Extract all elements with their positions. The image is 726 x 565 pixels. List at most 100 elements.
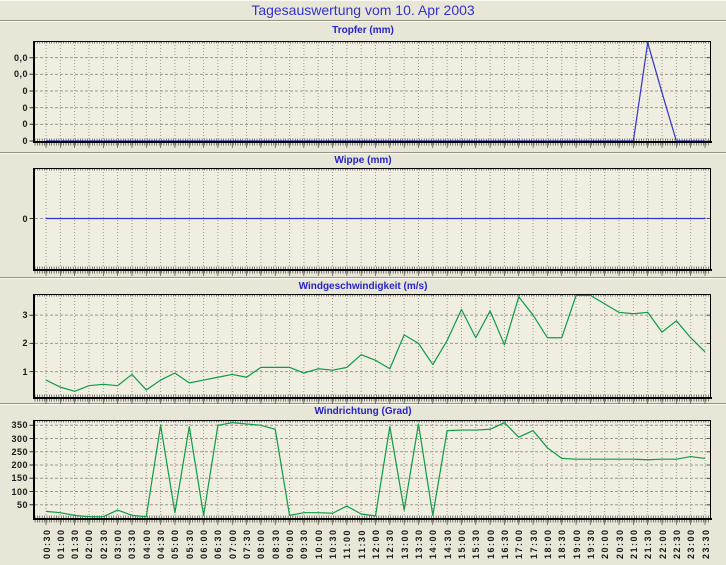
y-axis-ticks-right xyxy=(707,424,710,506)
minor-ticks-axis xyxy=(34,520,709,523)
x-axis-label: 04:30 xyxy=(156,528,167,559)
major-ticks-axis xyxy=(45,271,706,276)
windrichtung-y-axis-label: 350 xyxy=(11,420,28,431)
x-axis-label: 14:00 xyxy=(428,528,439,559)
x-axis-label: 17:00 xyxy=(514,528,525,559)
windrichtung-y-axis-label: 300 xyxy=(11,433,28,444)
x-axis-label: 13:30 xyxy=(413,528,424,559)
windgeschwindigkeit-plot-background xyxy=(35,294,710,397)
windrichtung-y-axis-label: 200 xyxy=(11,460,28,471)
x-axis-label: 14:30 xyxy=(442,528,453,559)
x-axis-label: 12:30 xyxy=(385,528,396,559)
axis-left xyxy=(33,420,35,520)
x-axis-label: 15:00 xyxy=(456,528,467,559)
x-axis-label: 20:30 xyxy=(614,528,625,559)
tropfer-y-axis-label: 0,0 xyxy=(13,52,28,63)
windrichtung-y-axis-label: 50 xyxy=(16,499,28,510)
axis-bottom xyxy=(33,141,712,143)
x-axis-label: 01:00 xyxy=(55,528,66,559)
windrichtung-series-line xyxy=(45,422,706,518)
divider xyxy=(0,152,726,154)
x-axis-label: 05:30 xyxy=(184,528,195,559)
windgeschwindigkeit-series-line xyxy=(45,294,706,392)
x-axis-label: 09:30 xyxy=(299,528,310,559)
x-axis-label: 01:30 xyxy=(70,528,81,559)
x-axis-label: 13:00 xyxy=(399,528,410,559)
x-axis-label: 22:30 xyxy=(671,528,682,559)
x-axis-label: 08:00 xyxy=(256,528,267,559)
chart-title-windgeschwindigkeit: Windgeschwindigkeit (m/s) xyxy=(298,281,428,292)
x-axis-label: 02:00 xyxy=(84,528,95,559)
divider xyxy=(0,403,726,405)
y-axis-ticks-right xyxy=(707,57,710,142)
windrichtung-y-axis-label: 150 xyxy=(11,473,28,484)
x-axis-label: 07:00 xyxy=(227,528,238,559)
minor-ticks-axis xyxy=(34,271,709,274)
y-axis-ticks xyxy=(29,424,33,506)
axis-left xyxy=(33,294,35,399)
minor-ticks-axis xyxy=(34,399,709,402)
x-axis-label: 21:30 xyxy=(643,528,654,559)
x-axis-label: 03:00 xyxy=(113,528,124,559)
x-axis-label: 00:30 xyxy=(41,528,52,559)
windgeschwindigkeit-y-axis-label: 3 xyxy=(22,310,28,321)
windrichtung-plot xyxy=(29,420,712,525)
windgeschwindigkeit-plot xyxy=(29,294,712,404)
x-axis-label: 10:00 xyxy=(313,528,324,559)
wippe-plot xyxy=(29,168,712,276)
tropfer-y-axis-label: 0 xyxy=(22,119,28,130)
x-axis-label: 23:00 xyxy=(686,528,697,559)
x-axis-label: 22:00 xyxy=(657,528,668,559)
x-axis-label: 21:00 xyxy=(628,528,639,559)
x-axis-label: 15:30 xyxy=(471,528,482,559)
y-axis-ticks xyxy=(29,57,33,142)
y-axis-ticks xyxy=(29,314,33,373)
x-axis-label: 04:00 xyxy=(141,528,152,559)
major-ticks-axis xyxy=(45,520,706,525)
x-axis-label: 18:30 xyxy=(557,528,568,559)
tropfer-y-axis-label: 0,0 xyxy=(13,69,28,80)
x-axis-label: 18:00 xyxy=(542,528,553,559)
tropfer-y-axis-label: 0 xyxy=(22,136,28,146)
x-axis-label: 05:00 xyxy=(170,528,181,559)
axis-bottom xyxy=(33,518,712,520)
axis-left xyxy=(33,41,35,143)
x-axis-label: 16:00 xyxy=(485,528,496,559)
windrichtung-y-axis-label: 100 xyxy=(11,486,28,497)
x-axis-label: 08:30 xyxy=(270,528,281,559)
x-axis-label: 20:00 xyxy=(600,528,611,559)
y-axis-ticks-right xyxy=(707,314,710,372)
x-axis-label: 09:00 xyxy=(285,528,296,559)
windgeschwindigkeit-y-axis-label: 2 xyxy=(22,338,28,349)
chart-title-wippe: Wippe (mm) xyxy=(334,155,392,166)
x-axis-label: 19:30 xyxy=(585,528,596,559)
windgeschwindigkeit-y-axis-label: 1 xyxy=(22,366,28,377)
x-axis-label: 11:30 xyxy=(356,528,367,559)
windrichtung-plot-background xyxy=(35,420,710,518)
x-axis-label: 23:30 xyxy=(700,528,711,559)
windrichtung-y-axis-label: 250 xyxy=(11,446,28,457)
x-axis-label: 19:00 xyxy=(571,528,582,559)
axis-bottom xyxy=(33,397,712,399)
x-axis-label: 11:00 xyxy=(342,528,353,559)
x-axis-label: 06:00 xyxy=(199,528,210,559)
tropfer-y-axis-label: 0 xyxy=(22,86,28,96)
x-axis-label: 12:00 xyxy=(371,528,381,559)
chart-title-tropfer: Tropfer (mm) xyxy=(332,25,394,36)
axis-bottom xyxy=(33,269,712,271)
tropfer-y-axis-label: 0 xyxy=(22,102,28,113)
divider xyxy=(0,277,726,279)
x-axis-label: 17:30 xyxy=(528,528,539,559)
axis-left xyxy=(33,168,35,271)
x-axis-label: 16:30 xyxy=(499,528,510,559)
minor-ticks-axis xyxy=(34,143,709,146)
x-axis-label: 07:30 xyxy=(242,528,253,559)
page-title: Tagesauswertung vom 10. Apr 2003 xyxy=(251,2,475,18)
x-axis-label: 02:30 xyxy=(98,528,109,559)
wippe-y-axis-label: 0 xyxy=(22,213,28,224)
x-axis-label: 06:30 xyxy=(213,528,224,559)
major-ticks-axis xyxy=(45,399,706,404)
chart-title-windrichtung: Windrichtung (Grad) xyxy=(314,406,412,417)
major-ticks-axis xyxy=(45,143,706,148)
